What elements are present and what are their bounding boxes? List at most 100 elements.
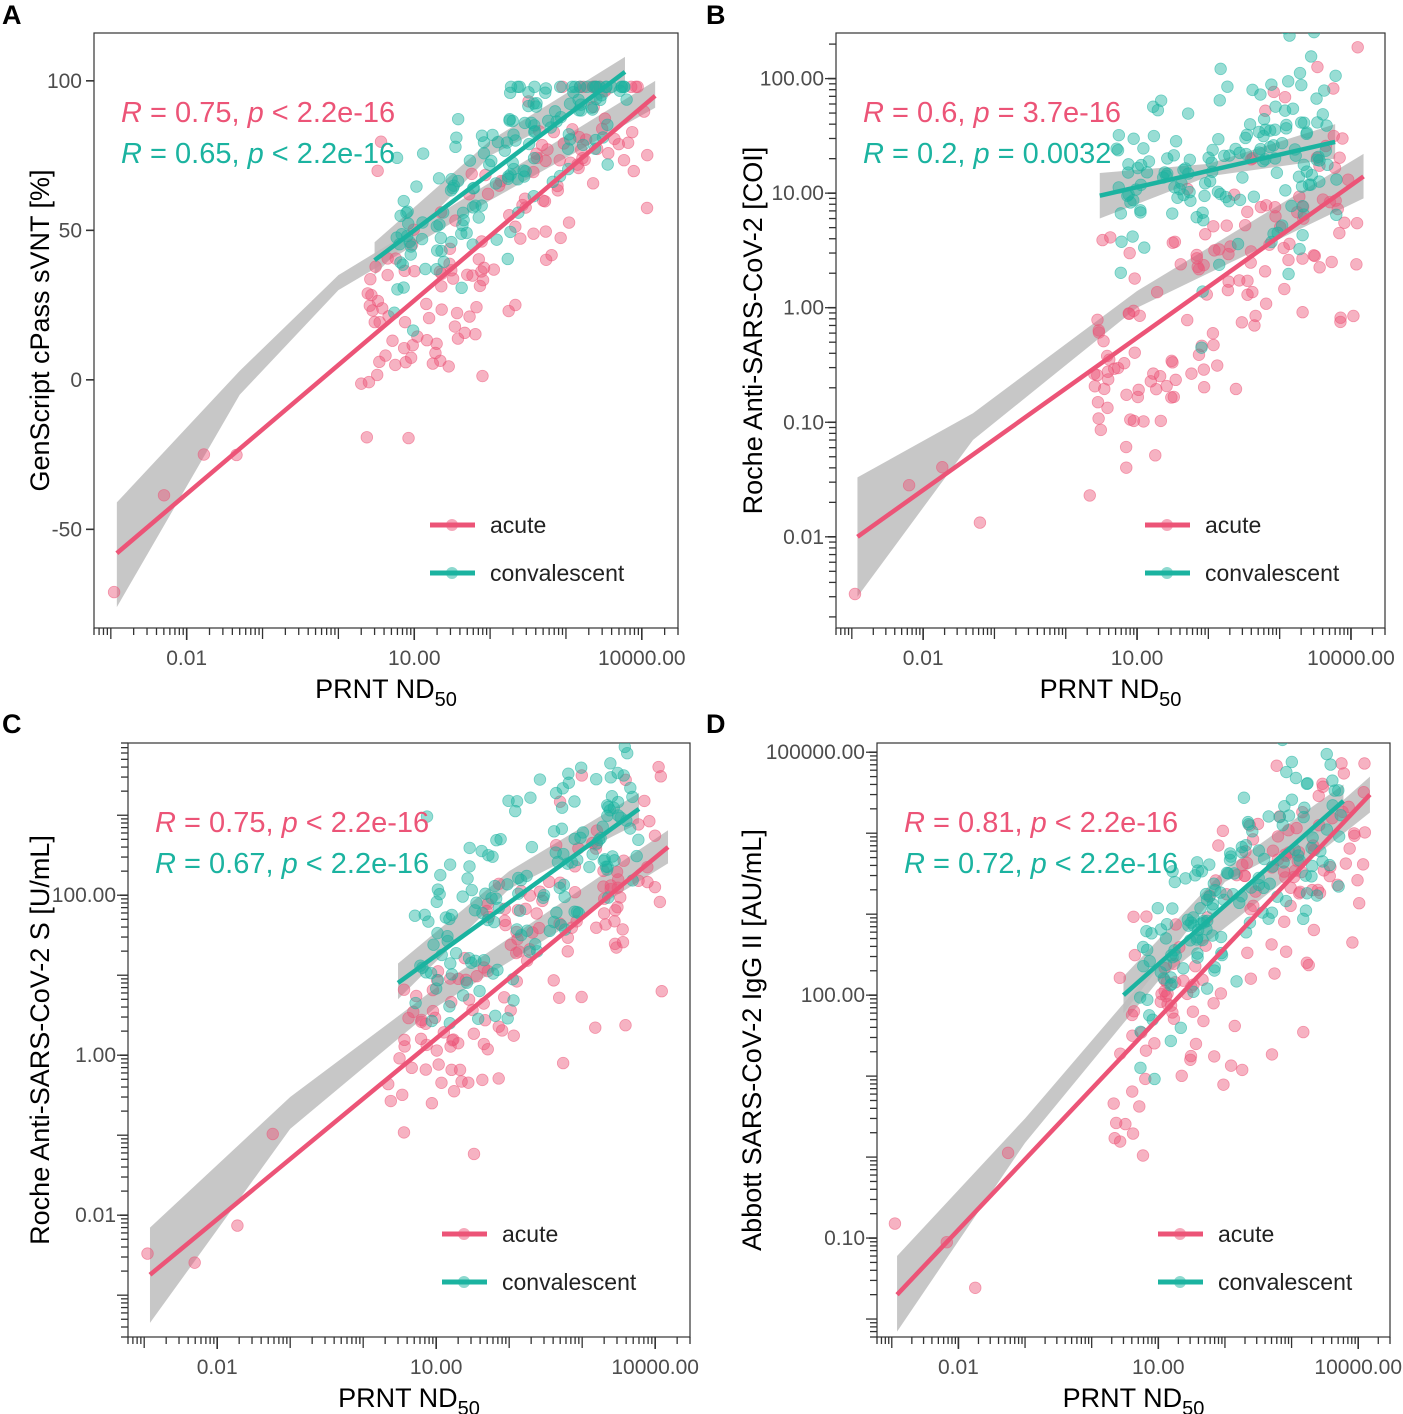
point-acute xyxy=(624,80,638,94)
x-tick-label: 0.01 xyxy=(166,647,207,670)
point-acute xyxy=(1339,857,1353,870)
point-convalescent xyxy=(489,177,503,190)
point-convalescent xyxy=(1257,852,1271,866)
point-convalescent xyxy=(1300,777,1314,791)
point-acute xyxy=(554,231,567,245)
point-convalescent xyxy=(1214,930,1228,944)
point-acute xyxy=(1126,1029,1139,1042)
point-convalescent xyxy=(1317,84,1331,97)
point-convalescent xyxy=(1237,791,1251,804)
panel-b: B 0.01 10.00 10000.00 0.01 0.10 1.00 10.00 100.0… xyxy=(706,0,1395,711)
point-convalescent xyxy=(1166,902,1179,915)
point-acute xyxy=(1333,226,1346,240)
point-acute xyxy=(655,985,668,998)
point-acute xyxy=(498,991,511,1004)
point-convalescent xyxy=(1323,858,1336,872)
y-tick-label: 0.01 xyxy=(75,1204,116,1227)
point-acute xyxy=(640,201,654,215)
point-convalescent xyxy=(537,888,551,902)
point-acute xyxy=(467,1147,481,1161)
point-convalescent xyxy=(1151,901,1165,915)
point-convalescent xyxy=(427,938,440,951)
point-convalescent xyxy=(489,892,503,905)
point-acute xyxy=(1127,414,1141,428)
point-convalescent xyxy=(1310,889,1324,902)
point-convalescent xyxy=(455,281,468,295)
point-acute xyxy=(621,136,635,149)
point-acute xyxy=(1168,235,1182,249)
point-acute xyxy=(389,358,402,372)
point-acute xyxy=(1216,824,1230,838)
point-acute xyxy=(1113,971,1127,985)
point-acute xyxy=(1352,897,1366,910)
point-acute xyxy=(1347,309,1360,323)
point-convalescent xyxy=(522,86,535,99)
point-convalescent xyxy=(444,957,457,970)
point-acute xyxy=(1001,1146,1015,1160)
point-acute xyxy=(575,990,588,1004)
stat-annotation-acute: R = 0.75, p < 2.2e-16 xyxy=(155,807,429,839)
y-tick-label: 100.00 xyxy=(801,984,865,1007)
point-convalescent xyxy=(594,93,607,107)
point-convalescent xyxy=(518,116,532,130)
point-convalescent xyxy=(451,112,465,126)
point-acute xyxy=(1335,757,1348,770)
point-convalescent xyxy=(475,129,489,142)
point-acute xyxy=(355,377,368,390)
y-tick-label: 50 xyxy=(59,219,82,242)
point-acute xyxy=(405,1061,418,1075)
point-convalescent xyxy=(483,158,496,171)
point-convalescent xyxy=(1124,196,1137,209)
point-acute xyxy=(510,975,524,988)
point-convalescent xyxy=(1304,50,1318,63)
point-acute xyxy=(1338,216,1351,229)
point-acute xyxy=(1282,253,1295,267)
point-convalescent xyxy=(517,164,530,177)
point-acute xyxy=(362,375,376,389)
point-convalescent xyxy=(1316,108,1330,121)
stat-p-value: < 2.2e-16 xyxy=(264,138,395,170)
point-convalescent xyxy=(1254,88,1267,101)
x-tick-label: 10000.00 xyxy=(1314,1356,1402,1379)
point-acute xyxy=(547,974,560,987)
stat-annotation-acute: R = 0.6, p = 3.7e-16 xyxy=(863,97,1121,129)
stat-r-value: = 0.6, xyxy=(884,97,973,129)
point-acute xyxy=(414,1032,428,1046)
point-acute xyxy=(1175,1069,1188,1083)
point-convalescent xyxy=(1298,801,1311,814)
x-tick-label: 0.01 xyxy=(197,1356,238,1379)
point-convalescent xyxy=(1203,890,1216,903)
y-tick-label: 1.00 xyxy=(75,1044,116,1067)
point-acute xyxy=(1169,373,1182,387)
point-acute xyxy=(1307,923,1321,937)
point-acute xyxy=(641,875,654,889)
point-acute xyxy=(447,1085,461,1098)
point-convalescent xyxy=(424,966,438,980)
point-convalescent xyxy=(1169,135,1183,148)
point-acute xyxy=(1113,1135,1127,1148)
point-acute xyxy=(477,1037,491,1051)
point-convalescent xyxy=(462,951,476,965)
point-acute xyxy=(509,298,522,312)
point-acute xyxy=(266,1127,279,1141)
point-convalescent xyxy=(1306,859,1319,873)
point-acute xyxy=(371,164,384,178)
x-tick-label: 0.01 xyxy=(903,647,944,670)
point-convalescent xyxy=(1202,151,1215,164)
point-acute xyxy=(393,1052,406,1065)
point-acute xyxy=(398,1040,411,1053)
point-acute xyxy=(1244,972,1258,985)
point-convalescent xyxy=(1320,119,1333,132)
point-acute xyxy=(477,961,491,974)
point-acute xyxy=(1167,1012,1181,1025)
point-acute xyxy=(1297,1025,1310,1039)
point-acute xyxy=(1235,316,1249,329)
point-acute xyxy=(1351,874,1364,887)
point-acute xyxy=(597,907,611,920)
point-convalescent xyxy=(434,231,448,245)
point-acute xyxy=(1184,1053,1197,1066)
point-acute xyxy=(363,299,377,312)
point-acute xyxy=(609,904,622,917)
point-acute xyxy=(616,923,629,936)
